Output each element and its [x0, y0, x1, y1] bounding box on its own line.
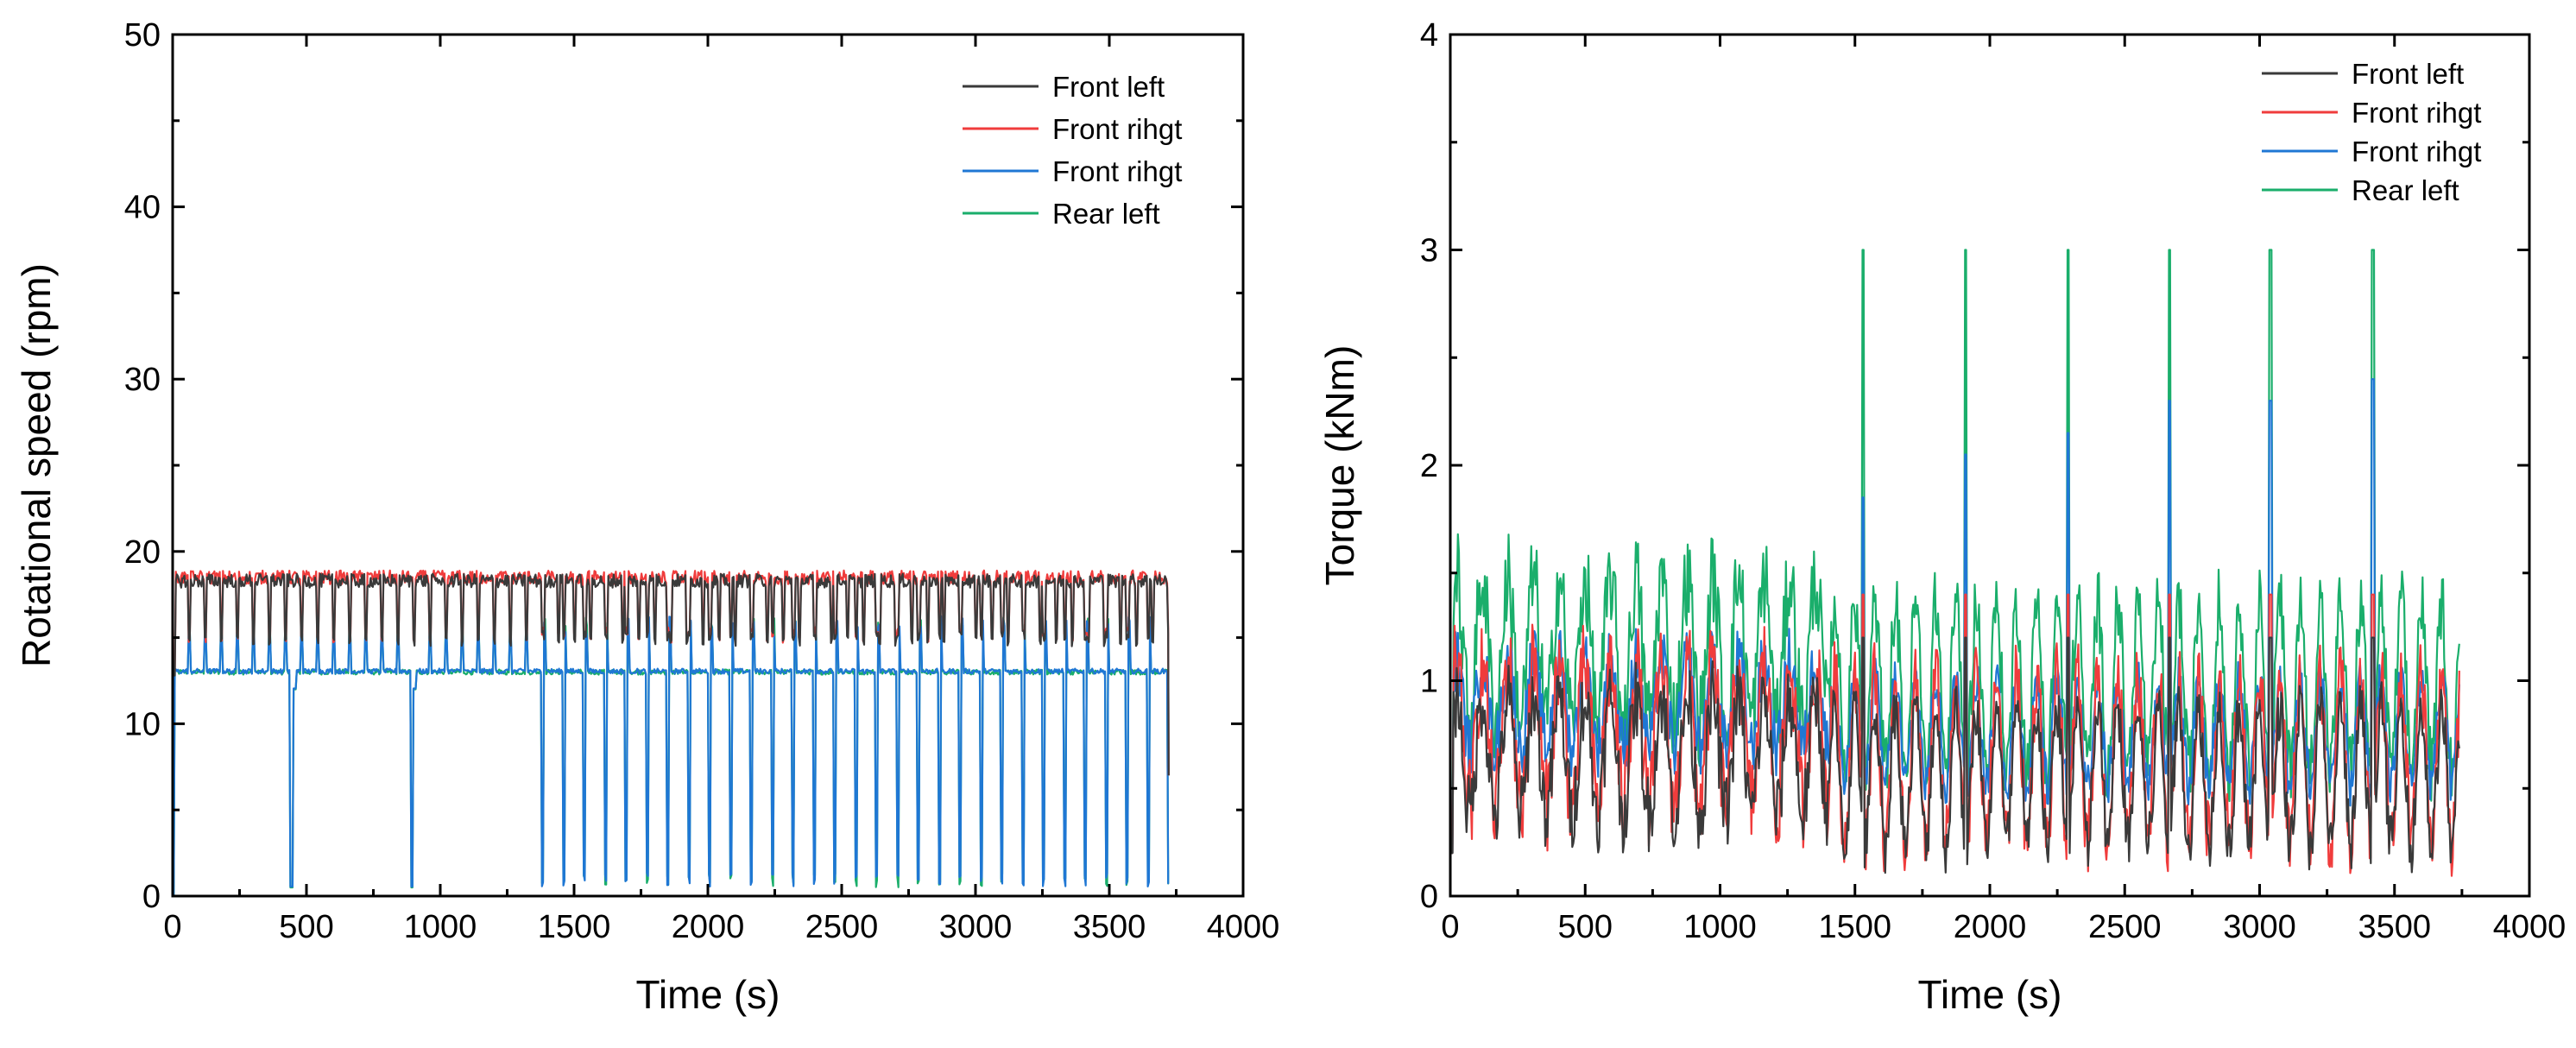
x-tick-label: 3500 [1073, 909, 1146, 945]
legend-label: Rear left [1052, 198, 1160, 230]
x-tick-label: 4000 [2493, 909, 2567, 945]
y-tick-label: 40 [124, 190, 161, 226]
x-axis-title: Time (s) [1918, 972, 2062, 1017]
series-group [1450, 249, 2460, 877]
x-tick-label: 2000 [672, 909, 745, 945]
legend-label: Rear left [2352, 174, 2459, 206]
legend: Front left Front rihgt Front rihgt Rear lef… [963, 71, 1182, 230]
series-line-torque_blue [1450, 378, 2460, 855]
x-tick-label: 1000 [404, 909, 477, 945]
y-axis-title: Torque (kNm) [1317, 345, 1362, 586]
legend-label: Front left [2352, 58, 2464, 90]
legend: Front left Front rihgt Front rihgt Rear lef… [2262, 58, 2481, 206]
y-tick-label: 0 [1420, 879, 1438, 915]
legend-label: Front rihgt [2352, 136, 2481, 167]
x-tick-label: 3000 [939, 909, 1013, 945]
speed-chart: 0 500 1000 1500 2000 2500 3000 3500 4000 0 10 20 30 4… [14, 17, 1279, 1017]
legend-label: Front rihgt [1052, 155, 1182, 187]
y-tick-label: 4 [1420, 17, 1438, 54]
y-tick-label: 1 [1420, 664, 1438, 700]
y-axis-title: Rotational speed (rpm) [14, 263, 59, 667]
x-tick-label: 1000 [1683, 909, 1757, 945]
y-tick-label: 10 [124, 706, 161, 742]
series-line-speed_gray [173, 572, 1170, 776]
x-tick-label: 500 [279, 909, 333, 945]
x-axis-title: Time (s) [636, 972, 780, 1017]
x-tick-label: 2500 [2088, 909, 2162, 945]
x-tick-label: 1500 [538, 909, 611, 945]
series-group [173, 569, 1170, 896]
y-tick-label: 2 [1420, 448, 1438, 484]
y-tick-label: 3 [1420, 233, 1438, 269]
x-tick-label: 1500 [1818, 909, 1891, 945]
legend-label: Front left [1052, 71, 1165, 103]
y-tick-label: 30 [124, 362, 161, 398]
torque-chart: 0 500 1000 1500 2000 2500 3000 3500 4000 0 1 2 3 4 Tim… [1317, 17, 2566, 1017]
x-tick-label: 4000 [1207, 909, 1280, 945]
y-tick-label: 0 [142, 879, 161, 915]
series-line-torque_gray [1450, 636, 2460, 874]
x-tick-label: 0 [1441, 909, 1459, 945]
legend-label: Front rihgt [1052, 113, 1182, 145]
y-tick-label: 50 [124, 17, 161, 54]
y-tick-label: 20 [124, 534, 161, 571]
x-tick-label: 500 [1558, 909, 1613, 945]
x-tick-label: 3500 [2358, 909, 2431, 945]
x-tick-label: 2500 [805, 909, 879, 945]
legend-label: Front rihgt [2352, 97, 2481, 129]
series-line-speed_blue [173, 615, 1170, 896]
x-tick-label: 3000 [2223, 909, 2296, 945]
x-tick-label: 2000 [1954, 909, 2027, 945]
x-tick-label: 0 [163, 909, 181, 945]
